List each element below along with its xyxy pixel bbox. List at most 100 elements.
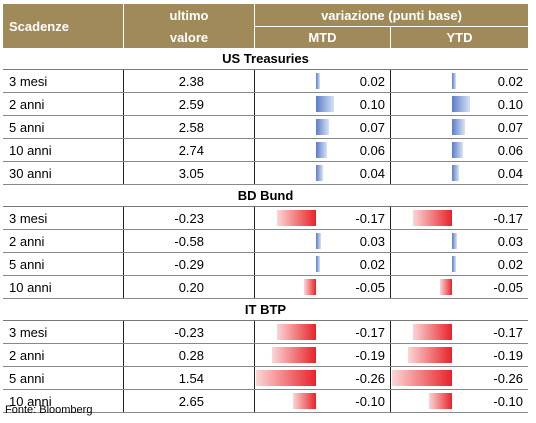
last-value: 2.38 [178,73,204,89]
maturity-label: 2 anni [9,233,45,249]
bond-yields-table: Scadenze ultimo valore variazione (punti… [3,4,528,413]
ytd-value: -0.17 [493,324,523,340]
table-row: 10 anni 2.74 0.06 0.06 [3,139,528,162]
last-value: 2.74 [178,142,204,158]
ytd-bar [412,210,452,226]
mtd-value: -0.17 [355,324,385,340]
maturity-label: 30 anni [9,165,52,181]
mtd-bar [276,324,316,340]
header-variazione: variazione (punti base) [321,7,462,23]
last-value: -0.23 [174,324,204,340]
mtd-value: -0.10 [355,393,385,409]
ytd-bar [452,73,456,89]
maturity-label: 10 anni [9,279,52,295]
ytd-bar [452,233,458,249]
table-row: 5 anni -0.29 0.02 0.02 [3,253,528,276]
mtd-bar [316,233,322,249]
last-value: 2.59 [178,96,204,112]
mtd-value: 0.02 [359,73,385,89]
ytd-value: 0.04 [497,165,523,181]
section-title: BD Bund [3,185,528,207]
ytd-value: -0.10 [493,393,523,409]
mtd-bar [316,119,329,135]
table-row: 10 anni 0.20 -0.05 -0.05 [3,276,528,299]
mtd-bar [316,256,320,272]
ytd-value: -0.17 [493,210,523,226]
mtd-bar [256,370,316,386]
mtd-value: 0.03 [359,233,385,249]
table-row: 2 anni 0.28 -0.19 -0.19 [3,344,528,367]
maturity-label: 5 anni [9,370,45,386]
ytd-value: 0.02 [497,256,523,272]
mtd-bar [292,393,316,409]
mtd-value: -0.17 [355,210,385,226]
header-ultimo: ultimo [169,7,209,23]
table-row: 2 anni -0.58 0.03 0.03 [3,230,528,253]
mtd-value: 0.02 [359,256,385,272]
maturity-label: 5 anni [9,256,45,272]
ytd-value: 0.10 [497,96,523,112]
mtd-bar [304,279,316,295]
header-ytd: YTD [446,30,473,45]
mtd-value: -0.05 [355,279,385,295]
table-row: 3 mesi -0.23 -0.17 -0.17 [3,321,528,344]
mtd-value: 0.06 [359,142,385,158]
mtd-value: 0.04 [359,165,385,181]
ytd-bar [408,347,452,363]
mtd-bar [316,96,334,112]
table-row: 2 anni 2.59 0.10 0.10 [3,93,528,116]
mtd-value: -0.26 [355,370,385,386]
last-value: 2.65 [178,393,204,409]
maturity-label: 10 anni [9,142,52,158]
table-row: 10 anni 2.65 -0.10 -0.10 [3,390,528,413]
ytd-bar [392,370,452,386]
maturity-label: 10 anni [9,393,52,409]
source-note: Fonte: Bloomberg [5,404,93,416]
mtd-value: 0.07 [359,119,385,135]
header-mtd: MTD [308,30,337,45]
ytd-bar [452,119,465,135]
maturity-label: 2 anni [9,347,45,363]
table-row: 3 mesi 2.38 0.02 0.02 [3,70,528,93]
last-value: 3.05 [178,165,204,181]
mtd-bar [316,73,320,89]
header-scadenze: Scadenze [9,18,69,34]
maturity-label: 3 mesi [9,73,48,89]
ytd-bar [452,142,463,158]
ytd-bar [452,165,460,181]
last-value: -0.29 [174,256,204,272]
ytd-bar [452,96,470,112]
table-row: 5 anni 1.54 -0.26 -0.26 [3,367,528,390]
last-value: 0.28 [178,347,204,363]
ytd-value: -0.19 [493,347,523,363]
last-value: 1.54 [178,370,204,386]
last-value: 2.58 [178,119,204,135]
table-row: 5 anni 2.58 0.07 0.07 [3,116,528,139]
ytd-bar [428,393,452,409]
ytd-value: 0.02 [497,73,523,89]
maturity-label: 3 mesi [9,210,48,226]
mtd-value: 0.10 [359,96,385,112]
mtd-bar [276,210,316,226]
section-title: US Treasuries [3,48,528,70]
ytd-bar [412,324,452,340]
last-value: 0.20 [178,279,204,295]
last-value: -0.23 [174,210,204,226]
ytd-value: -0.05 [493,279,523,295]
mtd-bar [272,347,316,363]
table-body: US Treasuries 3 mesi 2.38 0.02 0.02 2 anni 2.5… [3,48,528,413]
table-row: 3 mesi -0.23 -0.17 -0.17 [3,207,528,230]
ytd-value: 0.07 [497,119,523,135]
last-value: -0.58 [174,233,204,249]
maturity-label: 2 anni [9,96,45,112]
mtd-bar [316,142,327,158]
mtd-value: -0.19 [355,347,385,363]
header-valore: valore [169,29,209,45]
maturity-label: 5 anni [9,119,45,135]
ytd-value: -0.26 [493,370,523,386]
ytd-value: 0.06 [497,142,523,158]
section-title: IT BTP [3,299,528,321]
table-row: 30 anni 3.05 0.04 0.04 [3,162,528,185]
mtd-bar [316,165,324,181]
maturity-label: 3 mesi [9,324,48,340]
